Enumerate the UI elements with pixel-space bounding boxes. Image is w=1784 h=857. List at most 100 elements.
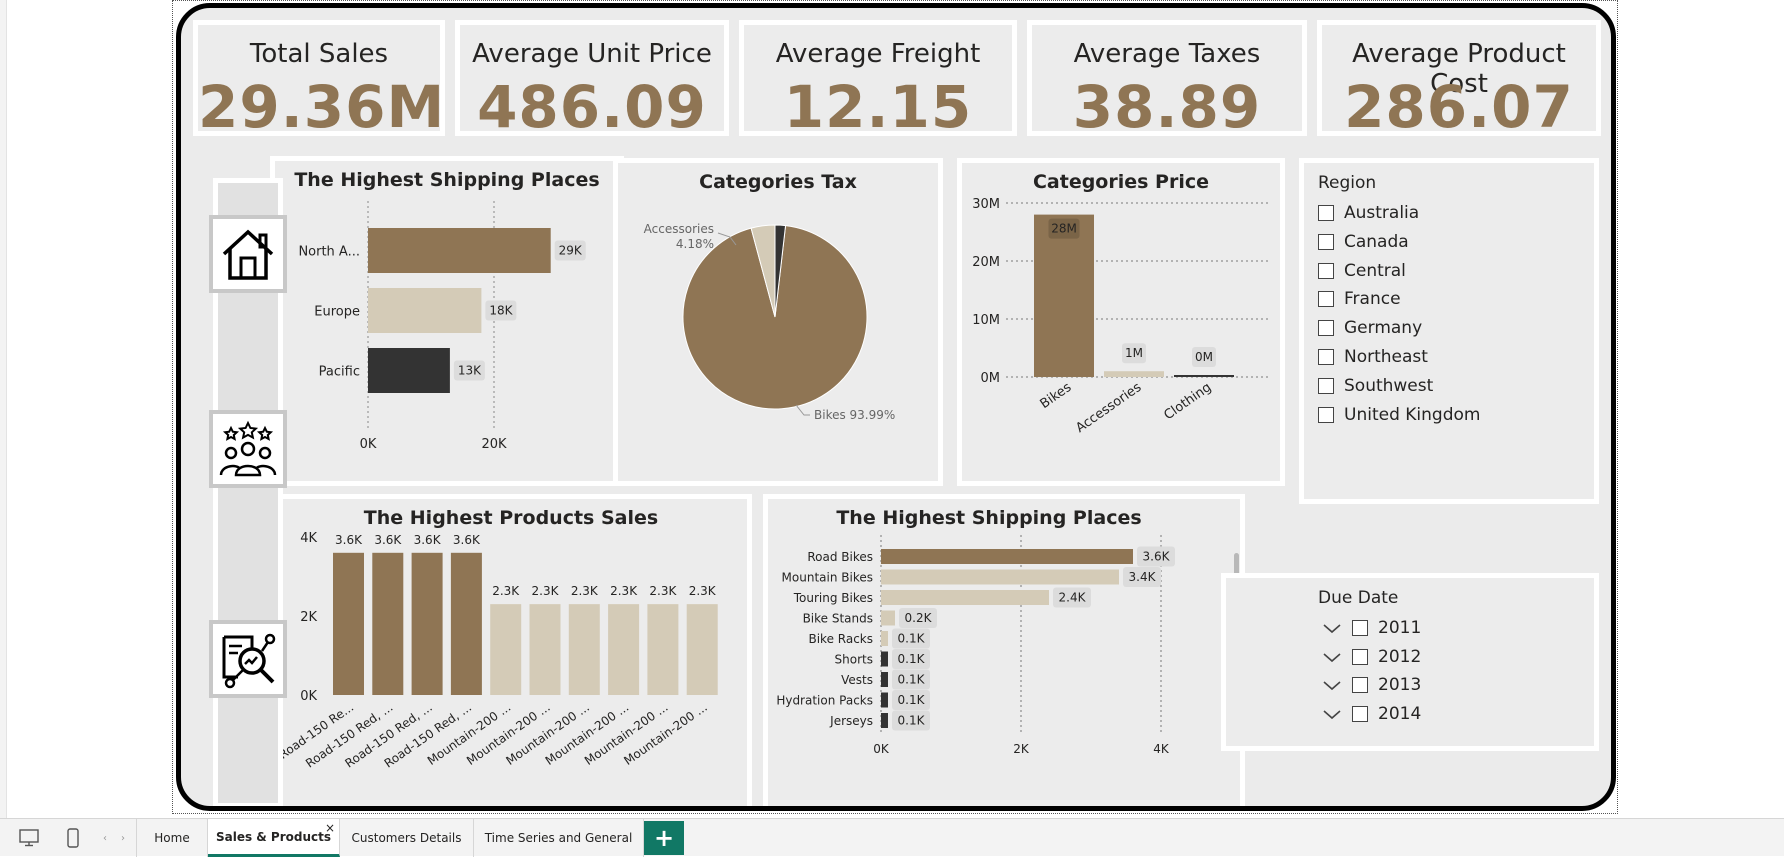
checkbox-icon[interactable] xyxy=(1318,205,1334,221)
chart-title: Categories Price xyxy=(1032,171,1210,193)
bar xyxy=(568,604,600,695)
region-option-label: United Kingdom xyxy=(1344,404,1481,425)
checkbox-icon[interactable] xyxy=(1318,291,1334,308)
desktop-layout-icon[interactable] xyxy=(18,827,40,849)
data-label: 0M xyxy=(1195,350,1213,364)
bar xyxy=(368,288,482,333)
bar xyxy=(368,228,551,273)
kpi-card-average-taxes[interactable]: Average Taxes 38.89 xyxy=(1027,20,1307,141)
region-option[interactable]: Canada xyxy=(1318,230,1409,254)
categories-tax-chart-card[interactable]: Categories Tax Accessories 4.18% Bikes 93.… xyxy=(613,158,943,486)
region-option[interactable]: Germany xyxy=(1318,316,1422,340)
nav-home-button[interactable] xyxy=(209,215,287,293)
bar xyxy=(1174,375,1234,377)
chevron-down-icon[interactable] xyxy=(1318,704,1346,724)
checkbox-icon[interactable] xyxy=(1318,262,1334,279)
slicer-title: Due Date xyxy=(1318,588,1399,608)
data-label-bg xyxy=(892,628,930,649)
chart-title: Categories Tax xyxy=(699,171,857,193)
region-option[interactable]: France xyxy=(1318,287,1401,311)
categories-price-chart: 30M 20M 10M 0M 28M Bikes 1M Accessories 0M Clothi… xyxy=(972,197,1270,436)
tab-label: Home xyxy=(154,831,190,845)
tab-home[interactable]: Home xyxy=(136,819,208,857)
data-label: 3.6K xyxy=(374,533,402,547)
data-label-bg xyxy=(1053,587,1091,608)
category-label: Bike Stands xyxy=(803,612,873,626)
home-icon xyxy=(222,229,274,280)
checkbox-icon[interactable] xyxy=(1352,620,1368,636)
checkbox-icon[interactable] xyxy=(1318,320,1334,337)
chevron-down-icon[interactable] xyxy=(1318,675,1346,695)
bar xyxy=(333,552,364,695)
shipping-regions-chart-card[interactable]: The Highest Shipping Places 0K 20K North A… xyxy=(270,156,624,486)
tab-sales-products[interactable]: Sales & Products × xyxy=(208,819,340,857)
tab-label: Sales & Products xyxy=(215,829,332,844)
due-date-slicer[interactable]: Due Date 2011 2012 2013 2014 xyxy=(1221,573,1599,751)
chevron-down-icon[interactable] xyxy=(1318,647,1346,667)
nav-customers-button[interactable] xyxy=(209,410,287,488)
chevron-right-icon[interactable]: › xyxy=(121,832,125,844)
year-option-label: 2014 xyxy=(1378,703,1422,724)
data-label-bg xyxy=(1123,567,1161,587)
checkbox-icon[interactable] xyxy=(1352,677,1368,694)
region-slicer[interactable]: Region Australia Canada Central France Germa… xyxy=(1299,158,1599,504)
kpi-card-total-sales[interactable]: Total Sales 29.36M xyxy=(193,20,445,141)
checkbox-icon[interactable] xyxy=(1352,648,1368,665)
tab-customers-details[interactable]: Customers Details xyxy=(340,819,474,857)
bar xyxy=(881,590,1049,605)
checkbox-icon[interactable] xyxy=(1318,233,1334,250)
checkbox-icon[interactable] xyxy=(1318,406,1334,423)
add-page-button[interactable]: + xyxy=(644,821,684,855)
data-label-bg xyxy=(892,649,930,669)
data-label: 3.6K xyxy=(453,533,481,547)
region-option[interactable]: Australia xyxy=(1318,201,1419,225)
kpi-value: 286.07 xyxy=(1344,73,1574,141)
category-label: Bikes xyxy=(1038,380,1075,412)
data-label-bg xyxy=(554,240,586,261)
category-label: Touring Bikes xyxy=(793,591,873,605)
year-option[interactable]: 2013 xyxy=(1318,673,1421,697)
bar xyxy=(1034,214,1094,377)
data-label-bg xyxy=(485,300,517,321)
data-label: 0.1K xyxy=(898,693,926,707)
shipping-products-chart-card[interactable]: The Highest Shipping Places 0K 2K 4K Road B… xyxy=(763,494,1245,806)
chevron-down-icon[interactable] xyxy=(1318,618,1346,638)
kpi-card-average-unit-price[interactable]: Average Unit Price 486.09 xyxy=(455,20,729,141)
x-tick-label: 2K xyxy=(1013,742,1030,756)
year-option[interactable]: 2011 xyxy=(1318,616,1421,640)
slice-label-value: 4.18% xyxy=(676,237,714,251)
tab-time-series-general[interactable]: Time Series and General xyxy=(474,819,644,857)
left-edge xyxy=(0,0,7,818)
nav-analysis-button[interactable] xyxy=(209,620,287,698)
region-option[interactable]: Southwest xyxy=(1318,374,1433,398)
data-label: 29K xyxy=(559,244,583,258)
checkbox-icon[interactable] xyxy=(1352,705,1368,722)
checkbox-icon[interactable] xyxy=(1318,349,1334,365)
products-sales-chart-card[interactable]: The Highest Products Sales 4K 2K 0K 3.6K Roa… xyxy=(270,494,752,806)
region-option[interactable]: Northeast xyxy=(1318,345,1428,369)
data-label: 0.2K xyxy=(905,611,933,625)
y-tick-label: 20M xyxy=(972,255,1000,270)
kpi-title: Average Freight xyxy=(775,39,981,69)
kpi-card-average-product-cost[interactable]: Average Product Cost 286.07 xyxy=(1317,20,1601,141)
year-option[interactable]: 2014 xyxy=(1318,702,1421,726)
bar xyxy=(881,610,895,626)
year-option[interactable]: 2012 xyxy=(1318,645,1421,669)
category-label: Pacific xyxy=(319,365,360,380)
close-icon[interactable]: × xyxy=(324,821,335,835)
kpi-card-average-freight[interactable]: Average Freight 12.15 xyxy=(739,20,1017,141)
x-tick-label: 4K xyxy=(1153,742,1170,756)
bar xyxy=(529,604,561,695)
data-label: 1M xyxy=(1125,346,1143,360)
region-option[interactable]: Central xyxy=(1318,259,1406,283)
dashboard-frame: Total Sales 29.36M Average Unit Price 48… xyxy=(176,3,1616,811)
mobile-layout-icon[interactable] xyxy=(62,827,84,849)
chevron-left-icon[interactable]: ‹ xyxy=(103,832,107,844)
data-label-bg xyxy=(892,669,930,690)
checkbox-icon[interactable] xyxy=(1318,377,1334,394)
data-label: 3.6K xyxy=(335,533,363,547)
categories-price-chart-card[interactable]: Categories Price 30M 20M 10M 0M 28M Bikes 1M Ac… xyxy=(957,158,1285,486)
category-label: Vests xyxy=(841,673,873,687)
region-option[interactable]: United Kingdom xyxy=(1318,403,1480,427)
